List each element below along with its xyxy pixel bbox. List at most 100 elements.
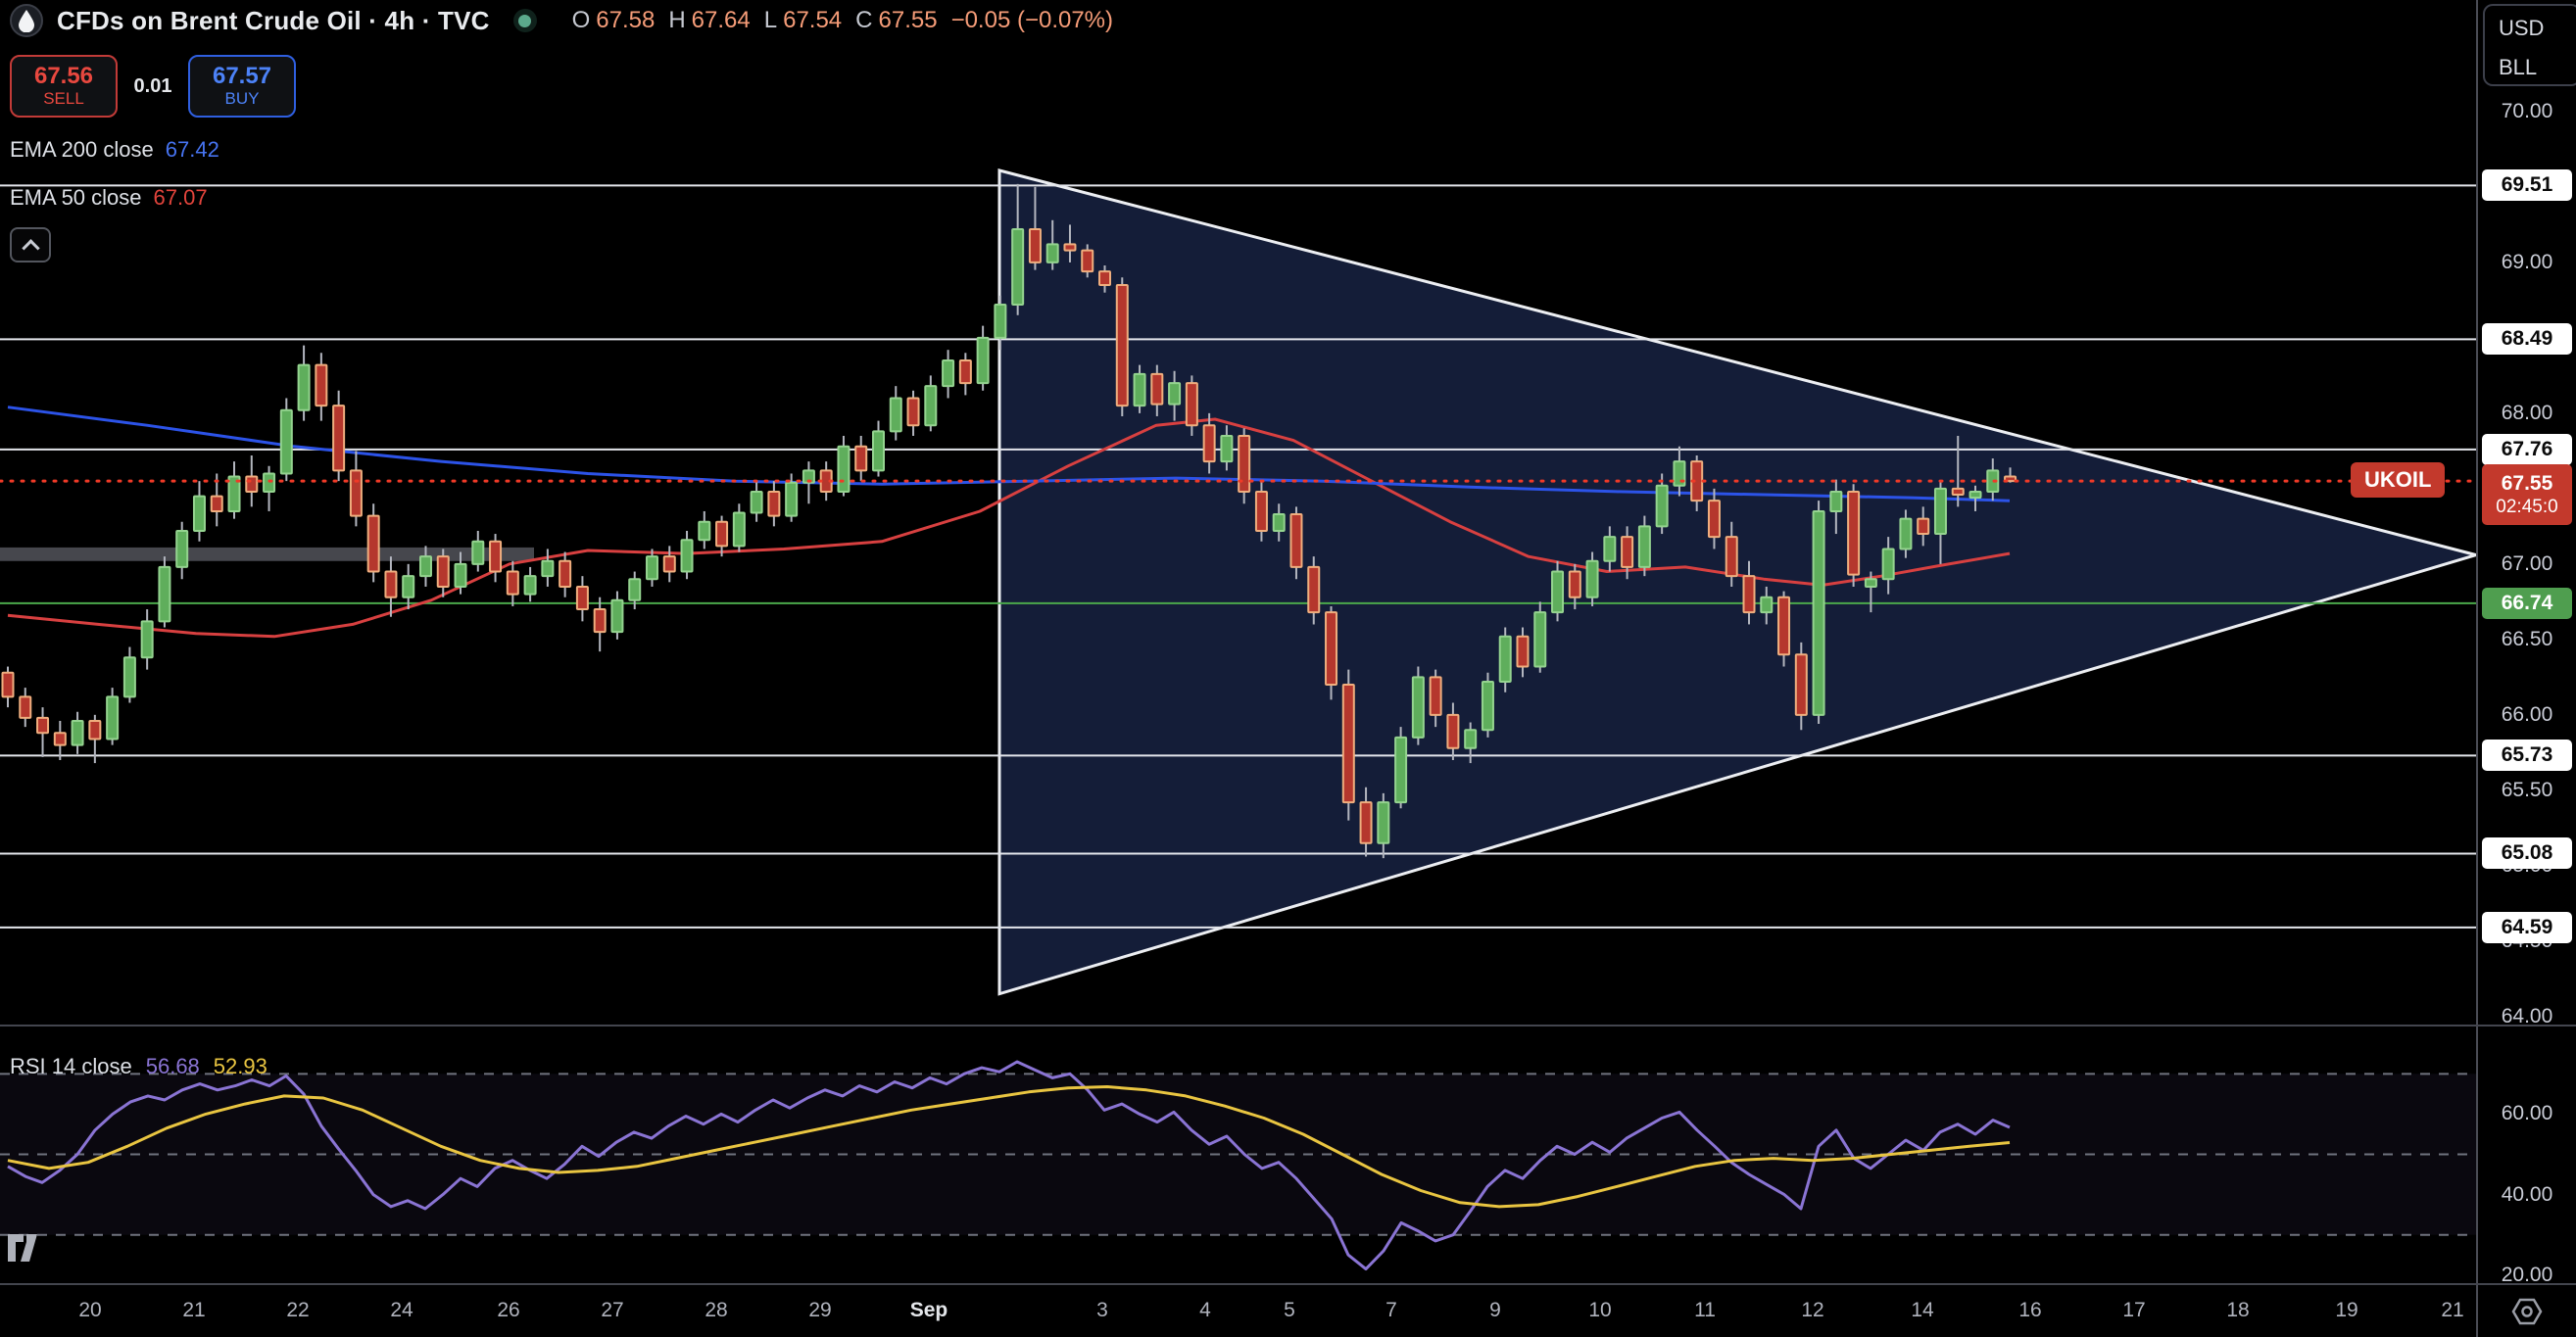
candle bbox=[1045, 243, 1059, 263]
rsi-tick: 60.00 bbox=[2501, 1102, 2553, 1125]
candle bbox=[1568, 570, 1581, 598]
candle bbox=[1168, 382, 1182, 406]
candle bbox=[1377, 801, 1390, 844]
candle bbox=[1742, 575, 1756, 614]
candle bbox=[785, 481, 799, 517]
candle bbox=[489, 540, 503, 573]
candle bbox=[1150, 372, 1164, 406]
candle bbox=[53, 732, 67, 746]
chevron-up-icon bbox=[21, 238, 40, 258]
price-tick: 65.50 bbox=[2501, 778, 2553, 801]
candle bbox=[1899, 517, 1913, 550]
chart-legend-header[interactable]: CFDs on Brent Crude Oil · 4h · TVC O 67.5… bbox=[10, 4, 1113, 37]
candle bbox=[436, 555, 450, 588]
candle bbox=[36, 716, 50, 735]
candle bbox=[1185, 382, 1198, 427]
rsi-tick: 20.00 bbox=[2501, 1263, 2553, 1286]
candle bbox=[976, 336, 990, 385]
candle bbox=[297, 363, 311, 411]
candle bbox=[1760, 596, 1774, 614]
pane-divider[interactable] bbox=[0, 1025, 2576, 1027]
candle bbox=[767, 490, 781, 517]
price-tick: 69.00 bbox=[2501, 250, 2553, 273]
rsi-line bbox=[7, 1060, 2011, 1271]
candle bbox=[1777, 596, 1791, 656]
tradingview-logo[interactable] bbox=[6, 1232, 39, 1264]
candle bbox=[1498, 635, 1512, 683]
price-tick: 64.00 bbox=[2501, 1004, 2553, 1027]
time-label: 20 bbox=[78, 1299, 102, 1321]
ema50-legend[interactable]: EMA 50 close 67.07 bbox=[10, 185, 208, 210]
candle bbox=[1585, 559, 1599, 598]
candle bbox=[1464, 729, 1478, 749]
candle bbox=[19, 695, 32, 719]
axis-unit-toggle[interactable]: USD BLL bbox=[2483, 4, 2576, 86]
candle bbox=[906, 397, 920, 427]
candle bbox=[1968, 490, 1982, 500]
price-tick: 68.00 bbox=[2501, 401, 2553, 424]
time-label: 17 bbox=[2122, 1299, 2146, 1321]
candle bbox=[1429, 676, 1442, 716]
market-status-icon[interactable] bbox=[512, 9, 537, 32]
candle bbox=[175, 529, 189, 568]
candle bbox=[750, 490, 763, 514]
candle bbox=[158, 565, 171, 623]
candle bbox=[1812, 509, 1825, 716]
axis-settings-corner[interactable] bbox=[2478, 1285, 2576, 1337]
candle bbox=[192, 495, 206, 532]
candle bbox=[1533, 611, 1547, 668]
candle bbox=[1864, 578, 1877, 588]
candle bbox=[1655, 484, 1669, 528]
candle bbox=[1307, 565, 1321, 614]
time-label: 21 bbox=[2441, 1299, 2464, 1321]
time-label: 29 bbox=[808, 1299, 832, 1321]
time-axis[interactable]: 20 21 22 24 26 27 28 29 Sep 3 4 5 7 9 10 11 12 14 16 17 18 19… bbox=[0, 1285, 2476, 1337]
candle bbox=[1707, 500, 1721, 539]
time-label: 7 bbox=[1385, 1299, 1397, 1321]
price-tick: 66.50 bbox=[2501, 627, 2553, 650]
gear-icon[interactable] bbox=[2510, 1295, 2544, 1328]
ema200-legend[interactable]: EMA 200 close 67.42 bbox=[10, 137, 219, 162]
candle bbox=[628, 578, 642, 601]
spread-value: 0.01 bbox=[133, 74, 172, 97]
main-chart-pane[interactable] bbox=[0, 0, 2476, 1026]
time-label: 24 bbox=[390, 1299, 413, 1321]
candle bbox=[71, 719, 84, 746]
buy-button[interactable]: 67.57 BUY bbox=[188, 55, 296, 118]
candle bbox=[1516, 635, 1530, 668]
price-axis[interactable]: USD BLL 70.00 69.00 68.00 67.00 66.50 66.00 65… bbox=[2478, 0, 2576, 1286]
price-tick: 67.00 bbox=[2501, 551, 2553, 575]
candle bbox=[227, 475, 241, 512]
candle bbox=[1220, 434, 1234, 463]
candle bbox=[680, 539, 694, 573]
level-price-badge: 65.08 bbox=[2482, 837, 2572, 870]
symbol-title[interactable]: CFDs on Brent Crude Oil · 4h · TVC bbox=[57, 5, 490, 35]
candle bbox=[994, 304, 1007, 339]
candle bbox=[1202, 424, 1216, 463]
candle bbox=[245, 475, 259, 493]
candle bbox=[802, 469, 815, 484]
candle bbox=[418, 555, 432, 578]
time-label: 10 bbox=[1588, 1299, 1612, 1321]
time-label: 16 bbox=[2018, 1299, 2042, 1321]
triangle-pattern-drawing bbox=[997, 168, 2476, 996]
candle bbox=[1238, 434, 1251, 493]
candle bbox=[106, 695, 120, 740]
time-label: 11 bbox=[1694, 1299, 1716, 1321]
candle bbox=[924, 385, 938, 427]
candle bbox=[1481, 680, 1494, 732]
collapse-indicators-button[interactable] bbox=[10, 227, 51, 263]
candle bbox=[1933, 487, 1947, 536]
candle bbox=[1394, 736, 1408, 804]
sell-button[interactable]: 67.56 SELL bbox=[10, 55, 118, 118]
time-label: 12 bbox=[1801, 1299, 1824, 1321]
candle bbox=[1725, 536, 1738, 578]
time-label: 27 bbox=[601, 1299, 624, 1321]
candle bbox=[958, 358, 972, 385]
candle bbox=[575, 585, 589, 611]
candle bbox=[1794, 653, 1808, 716]
rsi-pane[interactable] bbox=[0, 1026, 2476, 1283]
candle bbox=[1063, 243, 1077, 252]
rsi-legend[interactable]: RSI 14 close 56.68 52.93 bbox=[10, 1054, 267, 1078]
